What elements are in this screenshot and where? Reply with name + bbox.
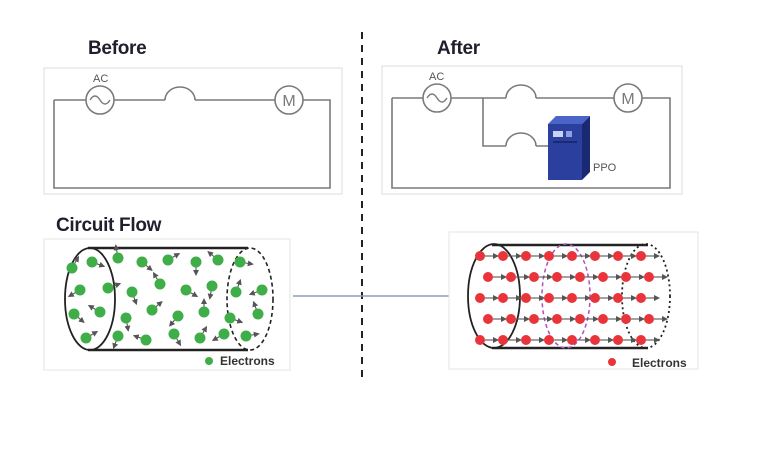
electron-particle [206,280,218,292]
electron-particle [112,330,124,342]
after-circuit: AC M PPO [381,65,683,195]
fuse-icon [505,84,537,99]
before-legend-label: Electrons [220,354,275,368]
electron-particle [644,272,654,282]
before-motor-label: M [282,93,295,110]
electron-particle [521,335,531,345]
electron-particle [590,251,600,261]
electron-particle [146,304,158,316]
electron-particle [190,256,202,268]
electron-particle [483,314,493,324]
electron-particle [230,286,242,298]
before-circuit: AC M [43,67,343,195]
electron-particle [240,330,252,342]
electron-particle [644,314,654,324]
electron-particle [252,308,264,320]
ppo-label: PPO [593,162,617,174]
after-legend-label: Electrons [632,356,687,370]
electron-particle [552,314,562,324]
electron-particle [120,312,132,324]
ac-source-icon [85,85,115,115]
electron-particle [68,308,80,320]
electron-particle [613,335,623,345]
electron-particle [140,334,152,346]
motor-icon: M [613,83,643,113]
electron-particle [498,293,508,303]
before-flow-panel: Electrons [43,238,291,371]
electron-particle [575,272,585,282]
electron-particle [80,332,92,344]
electron-particle [636,251,646,261]
electron-particle [613,251,623,261]
electron-particle [224,312,236,324]
after-flow-panel: Electrons [448,231,699,370]
electron-particle [180,284,192,296]
ac-source-icon [422,83,452,113]
electron-particle [636,335,646,345]
electron-particle [590,335,600,345]
electron-particle [506,314,516,324]
electron-particle [613,293,623,303]
electron-particle [590,293,600,303]
electron-particle [86,256,98,268]
electron-particle [567,293,577,303]
electron-particle [506,272,516,282]
electron-particle [126,286,138,298]
electron-particle [94,306,106,318]
electron-particle [529,272,539,282]
electron-particle [66,262,78,274]
electron-particle [567,335,577,345]
electron-particle [212,254,224,266]
electron-particle [136,256,148,268]
cylinder-back [621,243,671,349]
electron-particle [234,256,246,268]
before-title: Before [88,38,147,59]
electron-particle [168,328,180,340]
after-ac-label: AC [429,71,444,83]
electron-particle [544,293,554,303]
electron-particle [218,328,230,340]
electron-particle [552,272,562,282]
electron-particle [198,306,210,318]
electron-particle [598,272,608,282]
motor-icon: M [274,85,304,115]
electron-particle [636,293,646,303]
after-title: After [437,38,480,59]
electron-particle [521,293,531,303]
electron-particle [475,335,485,345]
electron-particle [575,314,585,324]
circuit-flow-title: Circuit Flow [56,215,162,236]
electron-particle [256,284,268,296]
cylinder-back [226,247,274,351]
electron-particle [112,252,124,264]
electron-particle [567,251,577,261]
electron-particle [498,251,508,261]
electron-particle [521,251,531,261]
electron-particle [154,278,166,290]
cylinder-front [64,247,116,351]
electron-particle [74,284,86,296]
electron-particle [621,272,631,282]
ppo-device-icon [548,116,590,180]
after-motor-label: M [621,91,634,108]
legend-electron-icon [608,358,616,366]
electron-particle [621,314,631,324]
electron-particle [483,272,493,282]
electron-particle [172,310,184,322]
electron-particle [498,335,508,345]
electron-particle [102,282,114,294]
electron-particle [544,251,554,261]
electron-particle [529,314,539,324]
electron-particle [475,251,485,261]
electron-particle [162,254,174,266]
electron-particle [475,293,485,303]
legend-electron-icon [205,357,213,365]
electron-particle [194,332,206,344]
electron-particle [598,314,608,324]
before-ac-label: AC [93,73,108,85]
fuse-icon [164,86,196,101]
electron-particle [544,335,554,345]
